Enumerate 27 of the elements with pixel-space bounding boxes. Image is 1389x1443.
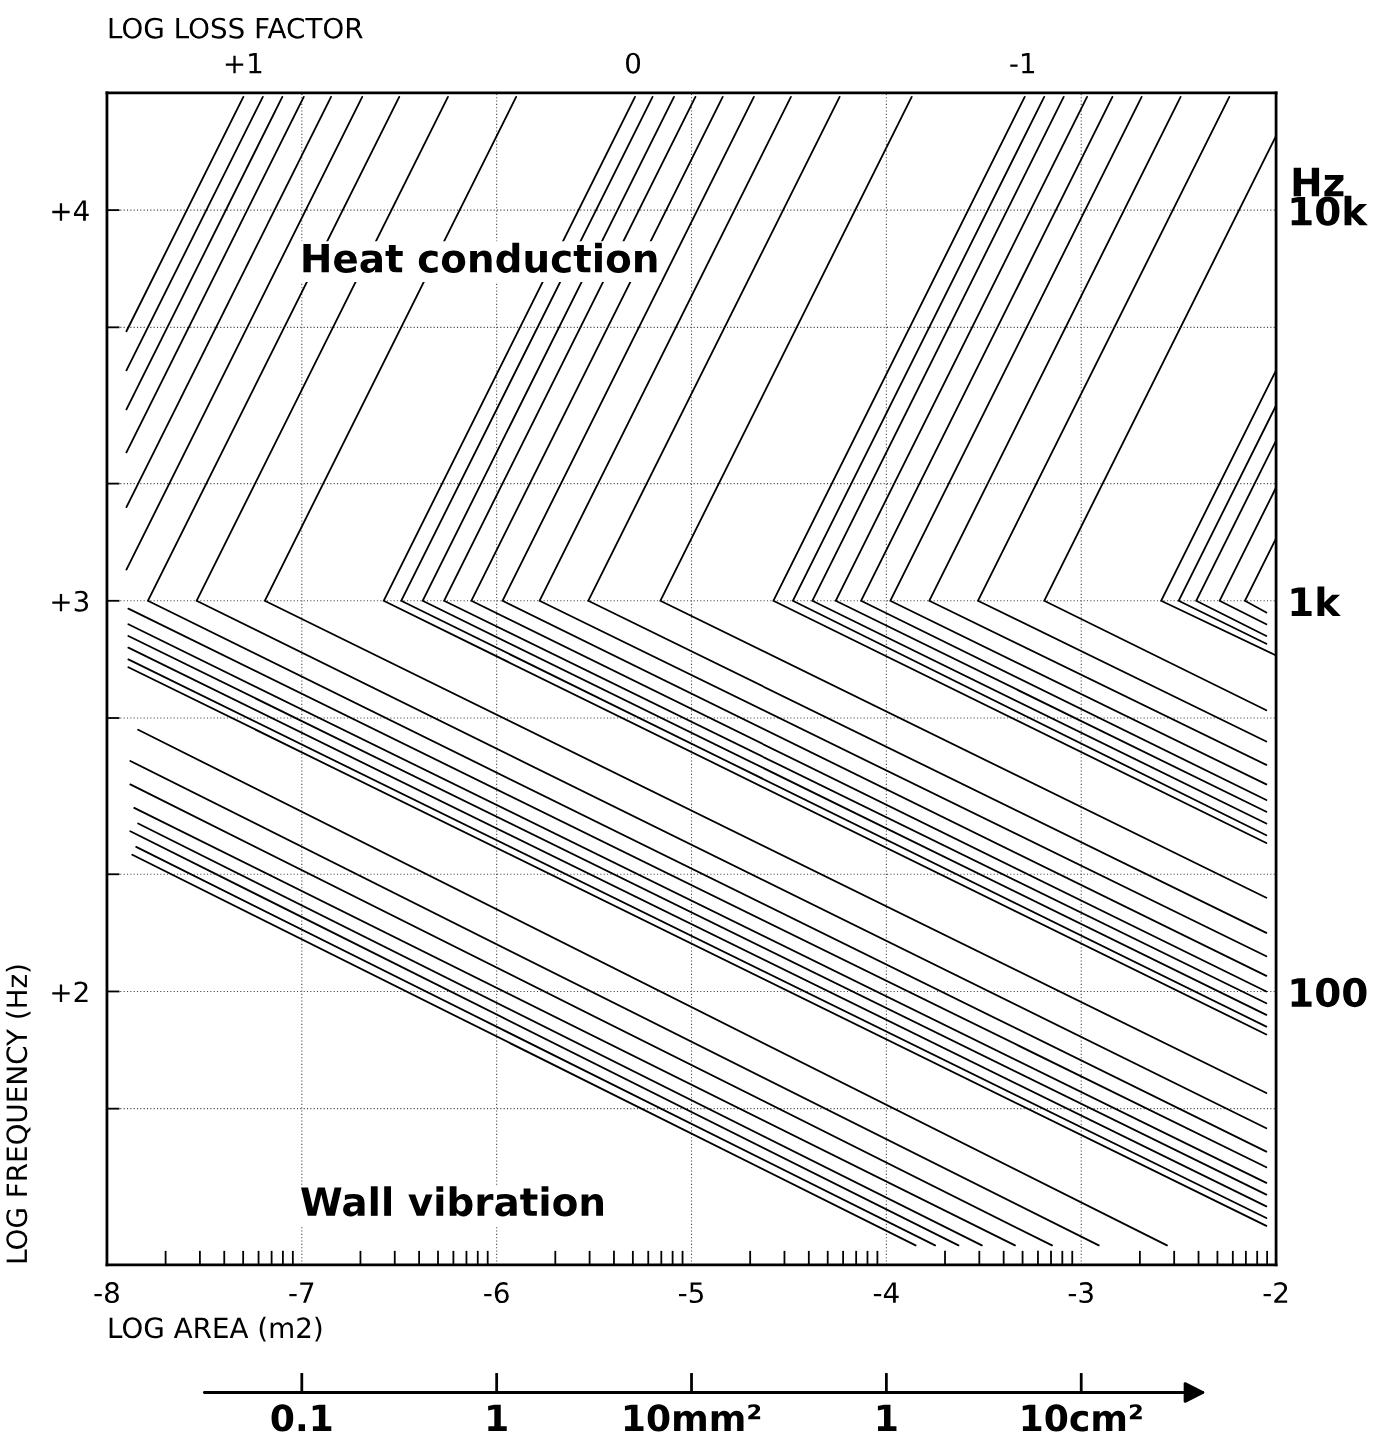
x-tick-label: -5 <box>679 1282 703 1304</box>
category-label: 0.1 <box>271 1404 332 1432</box>
x2-tick-label: +1 <box>225 53 262 74</box>
category-label: 1 <box>877 1404 897 1432</box>
x-tick-label: -4 <box>873 1282 899 1303</box>
x2-tick-label: -1 <box>1010 53 1035 74</box>
x2-axis-title: LOG LOSS FACTOR <box>109 17 363 39</box>
x-axis-title: LOG AREA (m2) <box>109 1316 322 1342</box>
x-tick-label: -6 <box>484 1282 509 1304</box>
category-label: 10cm² <box>1022 1404 1142 1432</box>
x2-tick-label: 0 <box>626 52 641 74</box>
y-tick-label: +4 <box>52 200 89 221</box>
category-label: 1 <box>488 1404 507 1432</box>
annotation: Wall vibration <box>301 1186 604 1217</box>
category-label: 10mm² <box>624 1404 761 1432</box>
x-tick-label: -2 <box>1263 1282 1288 1303</box>
y-tick-label: +3 <box>52 590 89 612</box>
x-tick-label: -3 <box>1068 1282 1093 1304</box>
x-tick-label: -7 <box>289 1282 314 1303</box>
y-axis-title: LOG FREQUENCY (Hz) <box>5 965 31 1263</box>
y2-axis-title: Hz <box>1293 167 1344 197</box>
annotation: Heat conduction <box>303 242 657 273</box>
y2-tick-label: 100 <box>1291 977 1367 1008</box>
x-tick-label: -8 <box>94 1282 119 1304</box>
y2-tick-label: 1k <box>1291 586 1341 616</box>
y2-tick-label: 10k <box>1291 195 1368 226</box>
y-tick-label: +2 <box>52 981 88 1003</box>
